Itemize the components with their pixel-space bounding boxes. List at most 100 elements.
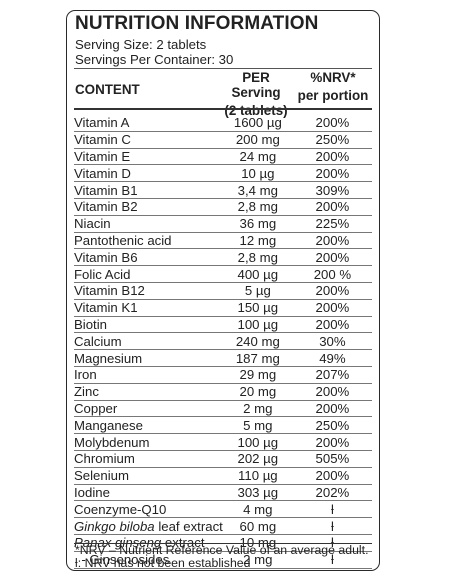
nutrient-name: Iron xyxy=(74,366,223,384)
table-row: Selenium 110 µg 200% xyxy=(74,467,372,485)
table-row: Chromium 202 µg 505% xyxy=(74,450,372,468)
nutrient-name: Vitamin E xyxy=(74,148,223,166)
nutrient-nrv: 200% xyxy=(292,164,372,183)
table-row: Vitamin B12 5 µg 200% xyxy=(74,282,372,300)
serving-size: Serving Size: 2 tablets xyxy=(75,37,207,52)
nutrient-nrv: 250% xyxy=(292,131,372,149)
nutrient-name: Vitamin B6 xyxy=(74,248,223,267)
header-content: CONTENT xyxy=(75,82,140,97)
table-row: Vitamin E 24 mg 200% xyxy=(74,148,372,166)
nutrient-amount: 3,4 mg xyxy=(222,181,293,199)
header-per-serving: PER Serving (2 tablets) xyxy=(221,70,291,118)
table-row: Folic Acid 400 µg 200 % xyxy=(74,265,372,283)
nutrient-nrv: 200% xyxy=(292,467,372,485)
header-bottom-rule xyxy=(74,108,372,110)
nutrient-name: Vitamin B12 xyxy=(74,282,223,300)
nutrient-nrv: 200% xyxy=(292,248,372,267)
nutrient-name: Ginkgo biloba leaf extract xyxy=(74,517,223,535)
nutrient-amount: 2 mg xyxy=(222,551,293,569)
table-row: Coenzyme-Q10 4 mg ƚ xyxy=(74,500,372,519)
nutrient-amount: 5 µg xyxy=(222,282,293,300)
nutrient-nrv: 200% xyxy=(292,282,372,300)
nutrient-amount: 29 mg xyxy=(222,366,293,384)
nutrient-nrv: 200% xyxy=(292,198,372,216)
nutrient-name: Folic Acid xyxy=(74,265,223,283)
nutrient-name: Vitamin B2 xyxy=(74,198,223,216)
nutrient-amount: 20 mg xyxy=(222,383,293,401)
table-row: Vitamin B6 2,8 mg 200% xyxy=(74,248,372,267)
nutrient-nrv: 49% xyxy=(292,349,372,367)
nutrient-amount: 12 mg xyxy=(222,232,293,250)
nutrient-amount: 100 µg xyxy=(222,433,293,451)
nutrient-nrv: 200% xyxy=(292,299,372,317)
nutrient-name: Molybdenum xyxy=(74,433,223,451)
nutrient-nrv: 200% xyxy=(292,232,372,250)
nutrient-nrv: 200% xyxy=(292,148,372,166)
nutrition-panel: NUTRITION INFORMATION Serving Size: 2 ta… xyxy=(66,10,380,571)
nutrient-amount: 5 mg xyxy=(222,416,293,435)
table-row: Biotin 100 µg 200% xyxy=(74,316,372,334)
header-nrv-line2: per portion xyxy=(297,88,369,103)
nutrient-amount: 100 µg xyxy=(222,316,293,334)
nutrient-amount: 187 mg xyxy=(222,349,293,367)
table-row: Molybdenum 100 µg 200% xyxy=(74,433,372,451)
footnote-not-established: ƚ: NRV has not been established xyxy=(75,556,251,570)
header-per-serving-line2: (2 tablets) xyxy=(224,103,288,118)
nutrient-name: Vitamin K1 xyxy=(74,299,223,317)
nutrient-name: Chromium xyxy=(74,450,223,468)
nutrient-name: Vitamin B1 xyxy=(74,181,223,199)
nutrient-amount: 303 µg xyxy=(222,484,293,502)
table-row: Vitamin D 10 µg 200% xyxy=(74,164,372,183)
nutrient-name: Biotin xyxy=(74,316,223,334)
nutrient-name: Magnesium xyxy=(74,349,223,367)
nutrient-nrv: 309% xyxy=(292,181,372,199)
nutrient-name: Vitamin C xyxy=(74,131,223,149)
nutrient-rows: Vitamin A 1600 µg 200% Vitamin C 200 mg 250% V… xyxy=(74,115,372,569)
nutrient-nrv: 200% xyxy=(292,433,372,451)
nutrient-name: Copper xyxy=(74,400,223,418)
header-nrv-line1: %NRV* xyxy=(310,70,356,85)
nutrient-name: Pantothenic acid xyxy=(74,232,223,250)
nutrient-amount: 2 mg xyxy=(222,400,293,418)
nutrient-name: Vitamin A xyxy=(74,115,223,132)
nutrient-name-rest: extract xyxy=(161,535,205,551)
nutrient-table: Vitamin A 1600 µg 200% Vitamin C 200 mg 250% V… xyxy=(74,115,372,569)
nutrient-nrv: ƚ xyxy=(292,517,372,535)
nutrient-name: Selenium xyxy=(74,467,223,485)
panel-title: NUTRITION INFORMATION xyxy=(75,13,319,34)
table-row: Vitamin B1 3,4 mg 309% xyxy=(74,181,372,199)
nutrient-nrv: 30% xyxy=(292,332,372,351)
nutrient-amount: 400 µg xyxy=(222,265,293,283)
nutrient-amount: 36 mg xyxy=(222,215,293,233)
nutrient-nrv: 200% xyxy=(292,115,372,132)
nutrient-nrv: ƚ xyxy=(292,500,372,519)
nutrient-nrv: ƚ xyxy=(292,551,372,569)
nutrient-name: Vitamin D xyxy=(74,164,223,183)
nutrient-name-rest: leaf extract xyxy=(154,518,223,534)
nutrient-amount: 200 mg xyxy=(222,131,293,149)
nutrient-nrv: 250% xyxy=(292,416,372,435)
nutrient-nrv: 207% xyxy=(292,366,372,384)
nutrient-name: Niacin xyxy=(74,215,223,233)
nutrient-amount: 1600 µg xyxy=(222,115,293,132)
header-top-rule xyxy=(74,68,372,69)
nutrient-nrv: 200% xyxy=(292,400,372,418)
nutrient-amount: 150 µg xyxy=(222,299,293,317)
table-row: Iron 29 mg 207% xyxy=(74,366,372,384)
servings-per-container: Servings Per Container: 30 xyxy=(75,52,234,67)
nutrient-amount: 110 µg xyxy=(222,467,293,485)
table-row: Pantothenic acid 12 mg 200% xyxy=(74,232,372,250)
table-row: Vitamin B2 2,8 mg 200% xyxy=(74,198,372,216)
table-row: Manganese 5 mg 250% xyxy=(74,416,372,435)
nutrient-name: Zinc xyxy=(74,383,223,401)
table-row: Niacin 36 mg 225% xyxy=(74,215,372,233)
nutrient-name: Calcium xyxy=(74,332,223,351)
table-row: Zinc 20 mg 200% xyxy=(74,383,372,401)
nutrient-nrv: 505% xyxy=(292,450,372,468)
nutrient-nrv: 225% xyxy=(292,215,372,233)
nutrient-amount: 2,8 mg xyxy=(222,248,293,267)
nutrient-amount: 4 mg xyxy=(222,500,293,519)
table-row: Calcium 240 mg 30% xyxy=(74,332,372,351)
nutrient-name: Iodine xyxy=(74,484,223,502)
nutrient-nrv: 200 % xyxy=(292,265,372,283)
